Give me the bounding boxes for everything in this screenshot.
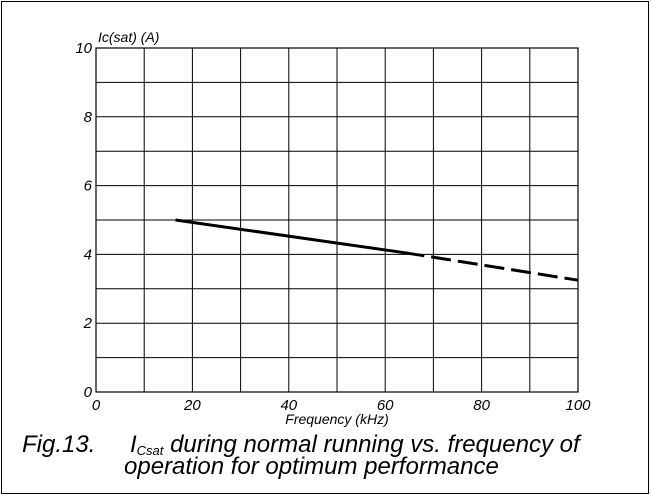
y-tick-label: 6: [84, 178, 93, 195]
plot-area-border: [95, 47, 579, 393]
caption-line-1: Fig.13. ICsat during normal running vs. f…: [22, 431, 642, 458]
caption-text-1: during normal running vs. frequency of: [163, 431, 580, 458]
x-tick-label: 0: [92, 397, 101, 414]
y-axis-label: Ic(sat) (A): [98, 29, 159, 45]
x-tick-label: 20: [183, 397, 201, 414]
caption-symbol: I: [130, 431, 137, 458]
x-tick-label: 60: [377, 397, 394, 414]
x-axis-label: Frequency (kHz): [285, 411, 388, 427]
y-tick-label: 8: [84, 109, 93, 126]
chart-tick-labels: 0 20 40 60 80 100 0 2 4 6 8 10: [75, 40, 591, 414]
chart-series: [175, 218, 579, 282]
caption-figure-number: Fig.13.: [22, 431, 96, 458]
x-tick-label: 100: [565, 397, 591, 414]
y-tick-label: 2: [83, 315, 93, 332]
y-tick-label: 10: [75, 40, 92, 57]
y-tick-label: 4: [84, 246, 92, 263]
y-tick-label: 0: [84, 384, 93, 401]
x-tick-label: 40: [280, 397, 297, 414]
chart: 0 20 40 60 80 100 0 2 4 6 8 10 Ic(sat) (A) Frequenc…: [75, 29, 591, 427]
series-line-solid: [175, 218, 405, 255]
caption-line-2: operation for optimum performance: [124, 453, 499, 480]
figure-caption: Fig.13. ICsat during normal running vs. f…: [22, 431, 642, 480]
caption-symbol-subscript: Csat: [136, 443, 164, 458]
series-line-dashed: [404, 251, 579, 282]
chart-grid: [95, 47, 579, 393]
x-tick-label: 80: [473, 397, 490, 414]
